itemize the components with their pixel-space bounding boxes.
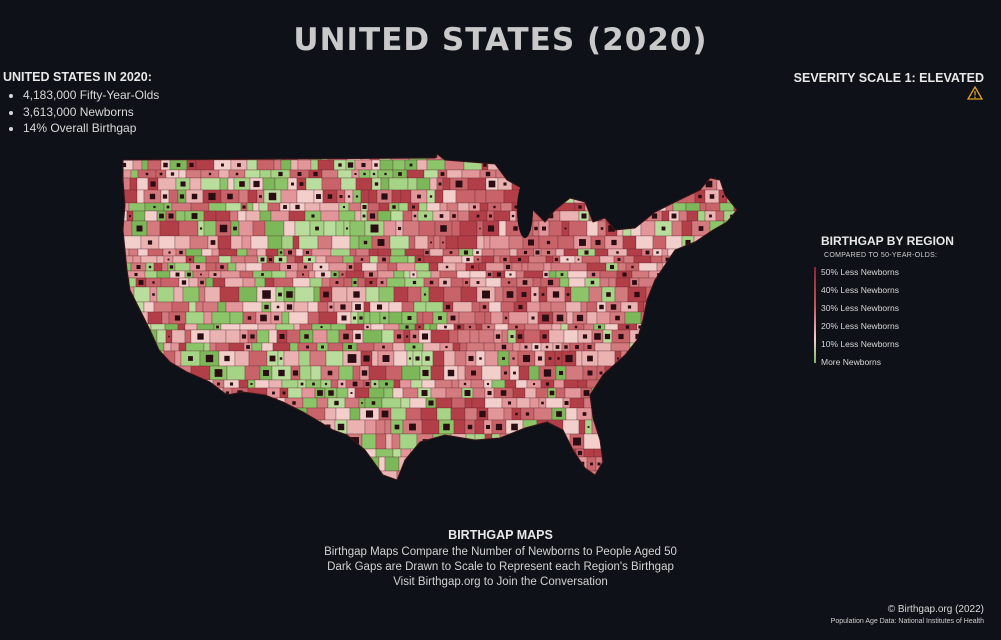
legend-subtitle: COMPARED TO 50-YEAR-OLDS: [824,252,938,259]
severity-label: SEVERITY SCALE 1: ELEVATED [793,71,984,85]
legend: BIRTHGAP BY REGION COMPARED TO 50-YEAR-O… [814,234,974,371]
warning-triangle-icon [967,86,983,100]
legend-title: BIRTHGAP BY REGION [821,234,954,248]
legend-color-bar [814,267,816,363]
legend-item: 30% Less Newborns [821,303,899,313]
footer-description: BIRTHGAP MAPS Birthgap Maps Compare the … [0,528,1001,590]
page-title: UNITED STATES (2020) [293,22,708,58]
stat-fifty-year-olds: 4,183,000 Fifty-Year-Olds [23,87,159,104]
stats-list: 4,183,000 Fifty-Year-Olds 3,613,000 Newb… [3,87,159,137]
legend-item: 10% Less Newborns [821,339,899,349]
legend-item: 50% Less Newborns [821,267,899,277]
legend-item: More Newborns [821,357,881,367]
stats-heading: UNITED STATES IN 2020: [3,70,152,84]
data-source: Population Age Data: National Institutes… [830,618,984,625]
copyright: © Birthgap.org (2022) [887,604,984,615]
footer-title: BIRTHGAP MAPS [448,528,553,542]
summary-stats: UNITED STATES IN 2020: 4,183,000 Fifty-Y… [3,70,159,137]
footer-line: Birthgap Maps Compare the Number of Newb… [324,546,677,558]
legend-item: 20% Less Newborns [821,321,899,331]
stat-overall-birthgap: 14% Overall Birthgap [23,120,159,137]
stat-newborns: 3,613,000 Newborns [23,104,159,121]
footer-line: Dark Gaps are Drawn to Scale to Represen… [327,561,674,573]
footer-line: Visit Birthgap.org to Join the Conversat… [393,576,608,588]
legend-item: 40% Less Newborns [821,285,899,295]
us-birthgap-map [122,153,738,480]
